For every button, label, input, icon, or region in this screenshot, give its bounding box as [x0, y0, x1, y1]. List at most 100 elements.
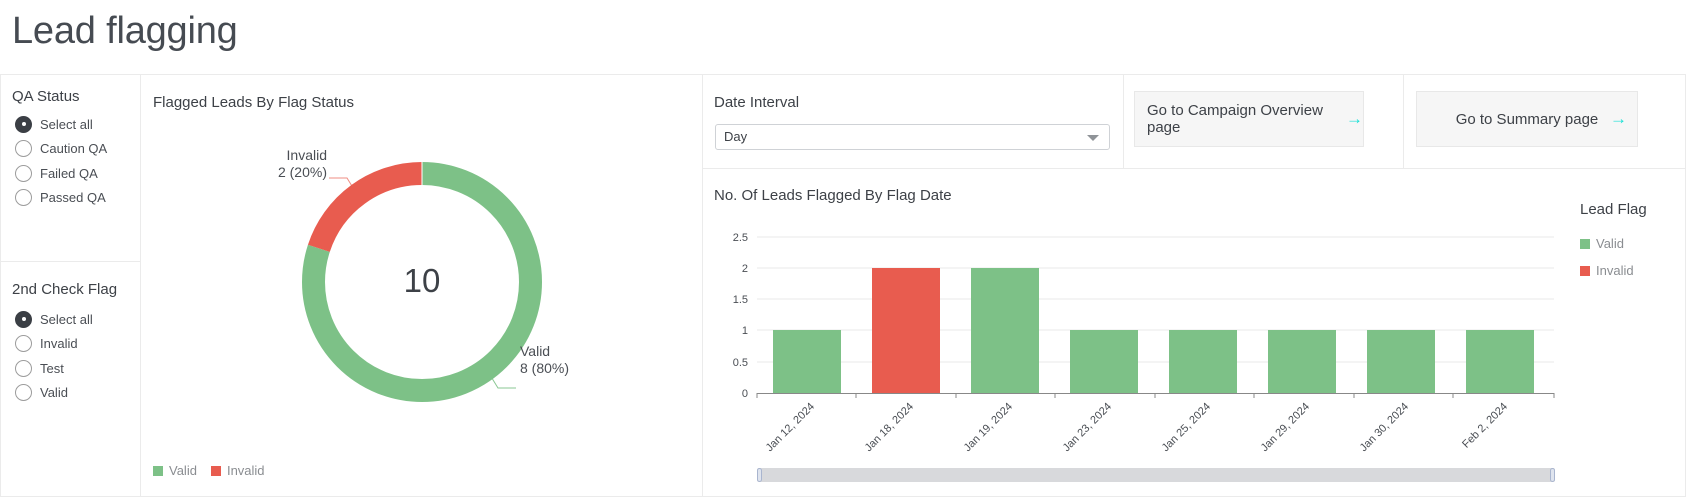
qa-status-title: QA Status — [12, 88, 80, 105]
radio-checked-icon[interactable] — [15, 310, 32, 328]
donut-legend: Valid Invalid — [153, 463, 279, 478]
legend-item-valid[interactable]: Valid — [153, 463, 197, 478]
radio-unchecked-icon[interactable] — [15, 384, 32, 402]
scroll-handle-left[interactable] — [757, 468, 762, 482]
bar-jan-18[interactable] — [872, 268, 940, 393]
donut-center-value: 10 — [403, 262, 441, 299]
leads-by-date-bar-panel: No. Of Leads Flagged By Flag Date 2.5 2 … — [702, 168, 1686, 497]
second-check-option-select-all[interactable]: Select all — [15, 307, 93, 332]
radio-label: Failed QA — [40, 165, 98, 181]
legend-label: Valid — [169, 463, 197, 478]
bar-jan-12[interactable] — [773, 330, 841, 393]
bar-legend-item-valid[interactable]: Valid — [1580, 236, 1624, 251]
summary-panel: Go to Summary page → — [1403, 74, 1686, 169]
valid-leader-line — [489, 374, 516, 389]
second-check-option-test[interactable]: Test — [15, 356, 93, 381]
chevron-down-icon — [1087, 135, 1099, 141]
radio-label: Caution QA — [40, 141, 108, 157]
bar-legend-title: Lead Flag — [1580, 201, 1647, 218]
y-axis-ticks: 2.5 2 1.5 1 0.5 0 — [733, 232, 748, 400]
page-title: Lead flagging — [12, 10, 238, 52]
donut-chart-title: Flagged Leads By Flag Status — [153, 94, 354, 111]
radio-unchecked-icon[interactable] — [15, 359, 32, 377]
valid-label-name: Valid — [520, 343, 551, 359]
invalid-leader-line — [329, 177, 356, 192]
bars — [773, 268, 1534, 393]
svg-text:Jan 12, 2024: Jan 12, 2024 — [764, 401, 817, 454]
x-axis-labels: Jan 12, 2024 Jan 18, 2024 Jan 19, 2024 J… — [764, 401, 1510, 454]
radio-label: Passed QA — [40, 190, 106, 206]
svg-text:2.5: 2.5 — [733, 232, 748, 244]
radio-checked-icon[interactable] — [15, 115, 32, 133]
radio-label: Valid — [40, 385, 68, 401]
svg-text:Jan 30, 2024: Jan 30, 2024 — [1358, 401, 1411, 454]
radio-unchecked-icon[interactable] — [15, 164, 32, 182]
second-check-flag-title: 2nd Check Flag — [12, 281, 118, 298]
summary-button-label: Go to Summary page — [1455, 110, 1599, 128]
date-interval-select[interactable]: Day — [715, 124, 1110, 150]
bar-jan-30[interactable] — [1367, 330, 1435, 393]
svg-text:Jan 25, 2024: Jan 25, 2024 — [1160, 401, 1213, 454]
arrow-right-icon: → — [1346, 109, 1363, 128]
scroll-handle-right[interactable] — [1550, 468, 1555, 482]
svg-text:1: 1 — [742, 325, 748, 337]
date-interval-label: Date Interval — [714, 94, 800, 111]
donut-chart — [302, 162, 542, 402]
campaign-overview-panel: Go to Campaign Overview page → — [1123, 74, 1404, 169]
campaign-overview-button-label: Go to Campaign Overview page — [1147, 102, 1323, 136]
radio-unchecked-icon[interactable] — [15, 140, 32, 158]
qa-status-option-caution-qa[interactable]: Caution QA — [15, 137, 107, 162]
bar-jan-23[interactable] — [1070, 330, 1138, 393]
valid-label-value: 8 (80%) — [520, 360, 570, 376]
bar-feb-2[interactable] — [1466, 330, 1534, 393]
legend-label: Valid — [1596, 236, 1624, 251]
date-interval-panel: Date Interval Day — [702, 74, 1124, 169]
svg-text:0.5: 0.5 — [733, 357, 748, 369]
chart-range-scrollbar[interactable] — [757, 468, 1555, 482]
svg-text:0: 0 — [742, 388, 748, 400]
invalid-swatch-icon — [210, 465, 221, 476]
valid-swatch-icon — [153, 465, 163, 476]
bar-chart: 2.5 2 1.5 1 0.5 0 — [733, 232, 1555, 454]
radio-label: Test — [40, 360, 64, 376]
donut-label-invalid: Invalid 2 (20%) — [241, 147, 327, 181]
radio-label: Select all — [40, 116, 93, 132]
invalid-label-name: Invalid — [286, 147, 327, 163]
go-to-summary-button[interactable]: Go to Summary page → — [1416, 91, 1638, 147]
flag-status-donut-panel: Flagged Leads By Flag Status 10 Invalid … — [140, 74, 703, 497]
svg-text:Jan 23, 2024: Jan 23, 2024 — [1061, 401, 1114, 454]
qa-status-option-failed-qa[interactable]: Failed QA — [15, 161, 107, 186]
svg-text:1.5: 1.5 — [733, 294, 748, 306]
second-check-option-invalid[interactable]: Invalid — [15, 332, 93, 357]
qa-status-options: Select all Caution QA Failed QA Passed Q… — [15, 112, 107, 210]
second-check-flag-options: Select all Invalid Test Valid — [15, 307, 93, 405]
svg-text:2: 2 — [742, 263, 748, 275]
bar-jan-29[interactable] — [1268, 330, 1336, 393]
radio-label: Invalid — [40, 336, 78, 352]
date-interval-selected-value: Day — [724, 129, 748, 144]
radio-label: Select all — [40, 311, 93, 327]
go-to-campaign-overview-button[interactable]: Go to Campaign Overview page → — [1134, 91, 1364, 147]
donut-label-valid: Valid 8 (80%) — [520, 343, 569, 377]
second-check-flag-filter-panel: 2nd Check Flag Select all Invalid Test V… — [0, 261, 141, 497]
radio-unchecked-icon[interactable] — [15, 335, 32, 353]
radio-unchecked-icon[interactable] — [15, 189, 32, 207]
svg-text:Jan 19, 2024: Jan 19, 2024 — [962, 401, 1015, 454]
bar-chart-title: No. Of Leads Flagged By Flag Date — [714, 187, 952, 204]
qa-status-filter-panel: QA Status Select all Caution QA Failed Q… — [0, 74, 141, 262]
qa-status-option-passed-qa[interactable]: Passed QA — [15, 186, 107, 211]
valid-swatch-icon — [1580, 238, 1590, 249]
bar-jan-19[interactable] — [971, 268, 1039, 393]
svg-text:Feb 2, 2024: Feb 2, 2024 — [1460, 401, 1510, 451]
bar-legend-item-invalid[interactable]: Invalid — [1580, 263, 1634, 278]
arrow-right-icon: → — [1610, 109, 1627, 128]
qa-status-option-select-all[interactable]: Select all — [15, 112, 107, 137]
x-axis — [756, 393, 1555, 398]
second-check-option-valid[interactable]: Valid — [15, 381, 93, 406]
bar-jan-25[interactable] — [1169, 330, 1237, 393]
svg-text:Jan 29, 2024: Jan 29, 2024 — [1259, 401, 1312, 454]
legend-item-invalid[interactable]: Invalid — [210, 463, 265, 478]
legend-label: Invalid — [1596, 263, 1634, 278]
legend-label: Invalid — [226, 463, 265, 478]
svg-text:Jan 18, 2024: Jan 18, 2024 — [863, 401, 916, 454]
